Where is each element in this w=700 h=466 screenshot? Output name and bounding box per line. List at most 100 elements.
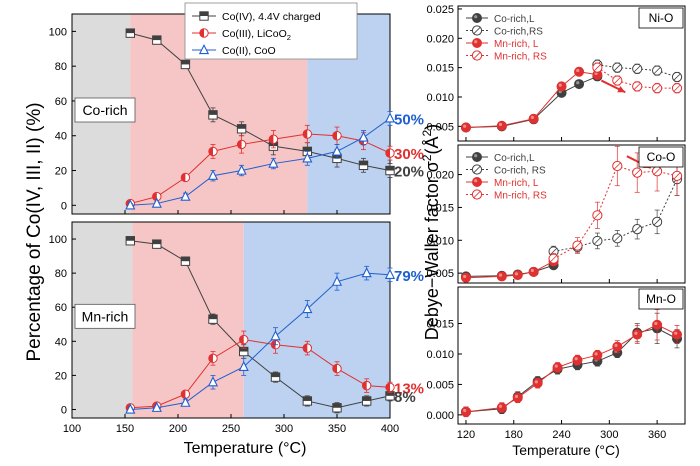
series-1 [460, 309, 683, 418]
data-point [528, 113, 539, 124]
panel-title: Mn-O [646, 292, 676, 306]
legend-marker [471, 176, 482, 187]
right-y-axis-label: Debye−Waller factor σ2(Å2) [420, 124, 442, 340]
x-tick-label: 250 [222, 423, 240, 435]
data-point-slash [673, 172, 681, 180]
data-point [512, 270, 523, 281]
data-point-shine [594, 352, 598, 356]
data-point-half [239, 335, 244, 344]
data-point [496, 402, 507, 413]
plot-frame [457, 286, 686, 425]
data-point-half [385, 383, 390, 392]
panel-title: Co-O [647, 150, 676, 164]
legend-label-sub: 2 [287, 33, 291, 42]
data-point [552, 362, 563, 373]
left-x-axis-label: Temperature (°C) [184, 440, 307, 457]
data-point [496, 120, 507, 131]
y-tick-label: 80 [55, 61, 67, 73]
y-tick-label: 0 [61, 200, 67, 212]
series-2 [125, 265, 396, 414]
panel-title-box: Mn-O [638, 288, 684, 310]
series-line [130, 240, 391, 409]
data-point-shine [498, 404, 503, 408]
band-1 [132, 222, 244, 418]
data-point [358, 131, 369, 142]
y-tick-label: 100 [49, 234, 67, 246]
data-point-half [385, 391, 395, 396]
data-point-shine [576, 68, 580, 73]
data-point-slash [593, 211, 601, 219]
x-tick-label: 120 [457, 429, 475, 441]
legend-marker-slash [473, 190, 481, 199]
data-point-half [208, 354, 213, 363]
data-point-half [181, 173, 186, 182]
data-point-shine [514, 272, 519, 276]
y-tick-label: 0.020 [426, 33, 454, 45]
data-point-half [237, 140, 242, 149]
data-point [572, 355, 583, 366]
data-point [125, 403, 136, 414]
y-tick-label: 60 [55, 96, 67, 108]
data-point-slash [613, 234, 621, 242]
x-tick-label: 300 [600, 429, 618, 441]
data-point [556, 81, 567, 92]
data-point-shine [674, 331, 678, 335]
data-point [672, 329, 683, 340]
data-point [528, 266, 539, 277]
legend-label: Co(II), CoO [222, 45, 276, 57]
y-tick-label: 0.010 [426, 349, 454, 361]
arrow-head [617, 85, 626, 93]
x-tick-label: 180 [505, 429, 523, 441]
data-point-slash [593, 237, 601, 245]
y-tick-label: 0.015 [426, 319, 454, 331]
y-tick-label: 60 [55, 302, 67, 314]
legend-marker-shine [474, 179, 478, 183]
legend-marker [471, 151, 482, 162]
y-tick-label: 0.005 [426, 121, 454, 133]
panel-title-box: Co-O [638, 146, 684, 168]
data-point-half [271, 372, 280, 378]
data-point-half [332, 403, 342, 408]
data-point-slash [673, 73, 681, 81]
data-point [207, 376, 219, 387]
end-label: 79% [394, 268, 424, 285]
right-y-axis-label-sup: 2 [420, 154, 434, 161]
data-point-slash [653, 84, 661, 92]
series-line [130, 339, 391, 409]
annotation-arrow [600, 79, 626, 94]
legend-label: Co-rich,L [494, 14, 535, 25]
y-tick-label: 0 [61, 404, 67, 416]
data-point-slash [633, 65, 641, 73]
data-point [460, 406, 471, 417]
co-o-panel: 0.005 0.010 0.015 0.020 Co-rich,L Co-rich, RS… [426, 144, 686, 284]
panel-title-bg [638, 146, 684, 168]
plot-frame [457, 144, 686, 284]
legend-label: Co(IV), 4.4V charged [222, 11, 321, 23]
y-tick-label: 0.010 [426, 92, 454, 104]
data-point-half [359, 161, 368, 166]
series-line [130, 133, 391, 205]
end-label: 20% [394, 164, 424, 181]
legend-label: Mn-rich, L [494, 178, 539, 189]
legend-label: Mn-rich, RS [494, 52, 547, 63]
x-tick-label: 100 [63, 423, 81, 435]
panel-title-bg [74, 97, 136, 123]
x-tick-label: 300 [275, 423, 293, 435]
legend-marker-shine [474, 15, 478, 19]
legend-marker [471, 38, 482, 49]
data-point [460, 122, 471, 133]
end-label: 30% [394, 146, 424, 163]
ni-o-panel: 0.0050.0100.0150.0200.025Co-rich,LCo-ric… [426, 4, 686, 142]
data-point-half [303, 129, 308, 139]
legend-label: Co(III), LiCoO2 [222, 28, 291, 42]
series-line [130, 32, 391, 172]
data-point-shine [576, 81, 580, 85]
y-tick-label: 0.015 [426, 202, 454, 214]
data-point [632, 329, 643, 340]
series-1 [125, 124, 395, 209]
legend-marker-half [199, 28, 204, 38]
data-point-half [152, 239, 161, 245]
data-point [331, 275, 343, 286]
y-tick-label: 0.010 [426, 235, 454, 247]
